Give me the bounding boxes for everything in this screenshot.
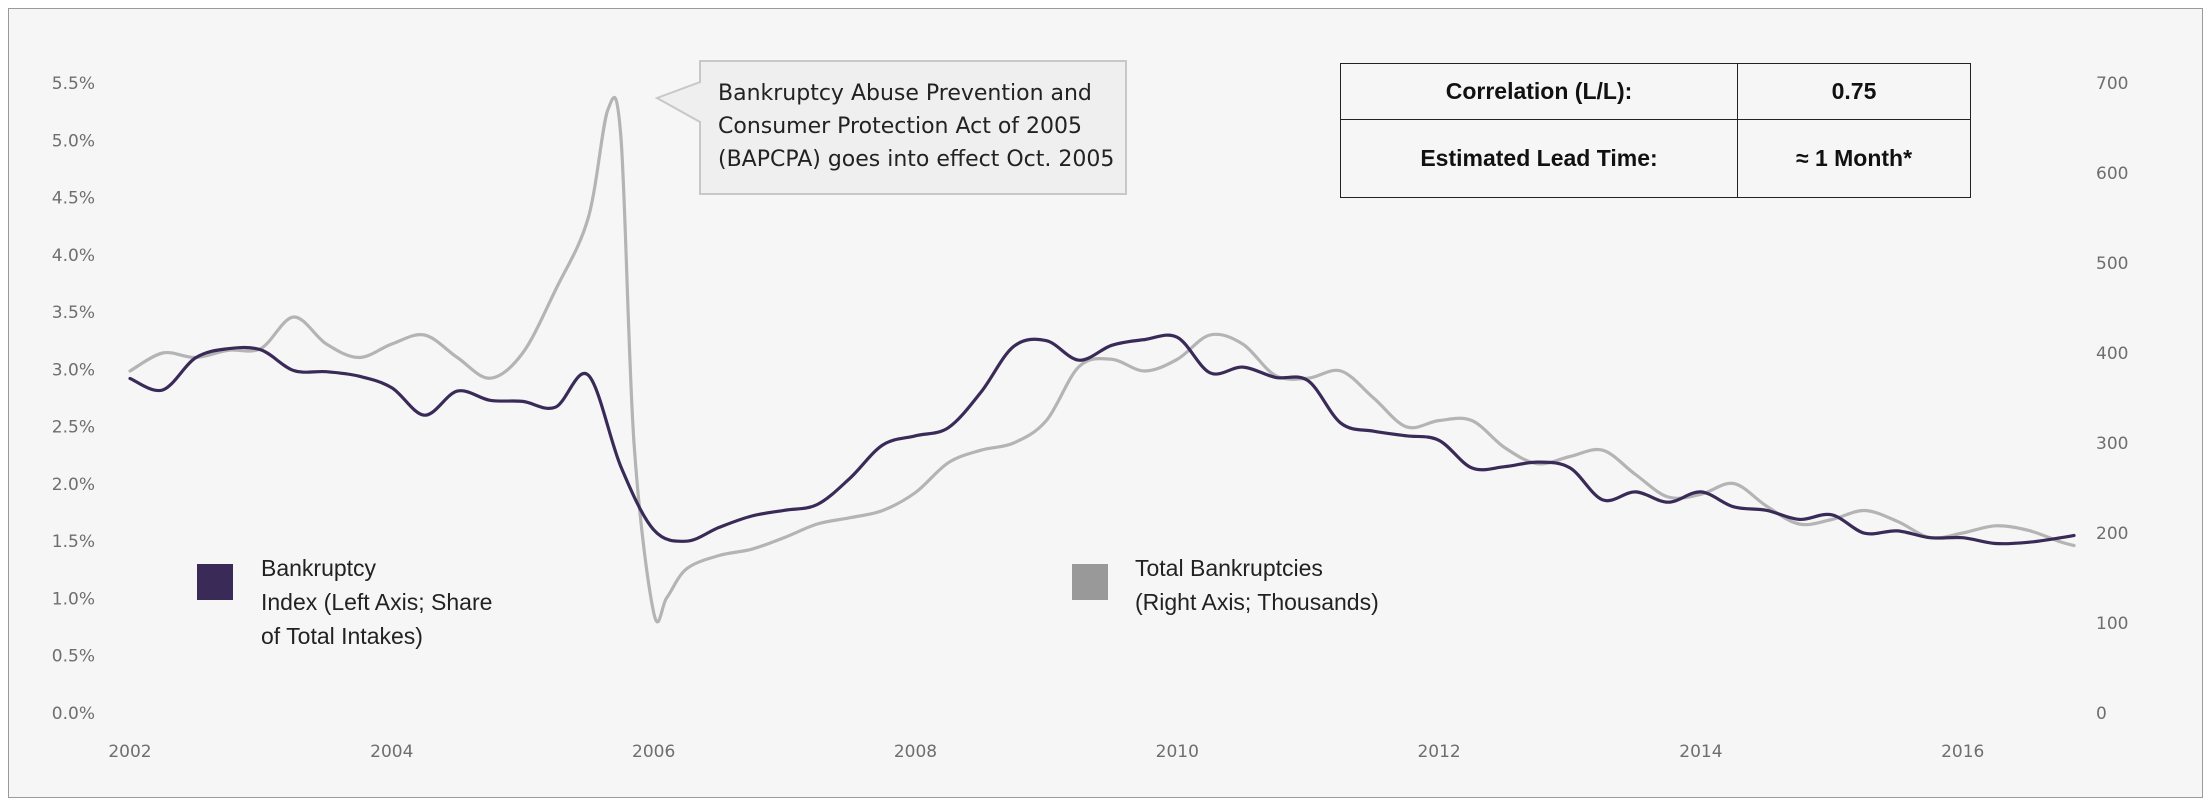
- annotation-line: Bankruptcy Abuse Prevention and: [718, 81, 1092, 106]
- x-axis-ticks: 2002 2004 2006 2008 2010 2012 2014 2016: [108, 742, 1984, 762]
- series-line-total-bankruptcies: [128, 96, 2076, 624]
- y-right-tick-label: 100: [2096, 614, 2128, 634]
- annotation-callout-text: Bankruptcy Abuse Prevention and Consumer…: [718, 77, 1128, 176]
- y-left-tick-label: 2.5%: [52, 418, 95, 438]
- legend-line: Index (Left Axis; Share: [261, 589, 493, 615]
- x-tick-label: 2002: [108, 742, 151, 762]
- legend-label-total-bankruptcies: Total Bankruptcies (Right Axis; Thousand…: [1135, 551, 1379, 619]
- y-right-tick-label: 400: [2096, 344, 2128, 364]
- legend-label-bankruptcy-index: Bankruptcy Index (Left Axis; Share of To…: [261, 551, 492, 653]
- annotation-line: (BAPCPA) goes into effect Oct. 2005: [718, 147, 1115, 172]
- y-left-tick-label: 0.5%: [52, 647, 95, 667]
- table-row: Correlation (L/L): 0.75: [1340, 63, 1971, 120]
- annotation-callout-box: [654, 60, 1127, 195]
- y-right-tick-label: 0: [2096, 704, 2107, 724]
- legend-line: of Total Intakes): [261, 623, 423, 649]
- left-axis-ticks: 0.0% 0.5% 1.0% 1.5% 2.0% 2.5% 3.0% 3.5% 4.0% 4.5%…: [52, 74, 95, 724]
- legend-swatch-bankruptcy-index: [197, 564, 233, 600]
- y-left-tick-label: 1.5%: [52, 532, 95, 552]
- y-left-tick-label: 1.0%: [52, 589, 95, 609]
- y-left-tick-label: 3.5%: [52, 303, 95, 323]
- x-tick-label: 2006: [632, 742, 675, 762]
- correlation-value: 0.75: [1737, 63, 1971, 120]
- legend-line: Bankruptcy: [261, 555, 377, 581]
- legend-line: Total Bankruptcies: [1135, 555, 1323, 581]
- y-right-tick-label: 700: [2096, 74, 2128, 94]
- stats-table: Correlation (L/L): 0.75 Estimated Lead T…: [1340, 63, 1971, 198]
- lead-time-label: Estimated Lead Time:: [1340, 119, 1738, 198]
- x-tick-label: 2012: [1417, 742, 1460, 762]
- x-tick-label: 2008: [894, 742, 937, 762]
- y-left-tick-label: 4.5%: [52, 189, 95, 209]
- y-left-tick-label: 5.0%: [52, 131, 95, 151]
- y-left-tick-label: 3.0%: [52, 360, 95, 380]
- x-tick-label: 2010: [1156, 742, 1199, 762]
- y-left-tick-label: 0.0%: [52, 704, 95, 724]
- y-right-tick-label: 500: [2096, 254, 2128, 274]
- y-left-tick-label: 2.0%: [52, 475, 95, 495]
- y-right-tick-label: 200: [2096, 524, 2128, 544]
- correlation-label: Correlation (L/L):: [1340, 63, 1738, 120]
- right-axis-ticks: 0 100 200 300 400 500 600 700: [2096, 74, 2128, 724]
- x-tick-label: 2014: [1679, 742, 1722, 762]
- series-line-bankruptcy-index: [128, 333, 2076, 546]
- table-row: Estimated Lead Time: ≈ 1 Month*: [1340, 119, 1971, 198]
- y-right-tick-label: 300: [2096, 434, 2128, 454]
- legend-line: (Right Axis; Thousands): [1135, 589, 1379, 615]
- y-left-tick-label: 4.0%: [52, 246, 95, 266]
- annotation-line: Consumer Protection Act of 2005: [718, 114, 1083, 139]
- y-left-tick-label: 5.5%: [52, 74, 95, 94]
- legend-swatch-total-bankruptcies: [1072, 564, 1108, 600]
- x-tick-label: 2004: [370, 742, 413, 762]
- lead-time-value: ≈ 1 Month*: [1737, 119, 1971, 198]
- y-right-tick-label: 600: [2096, 164, 2128, 184]
- x-tick-label: 2016: [1941, 742, 1984, 762]
